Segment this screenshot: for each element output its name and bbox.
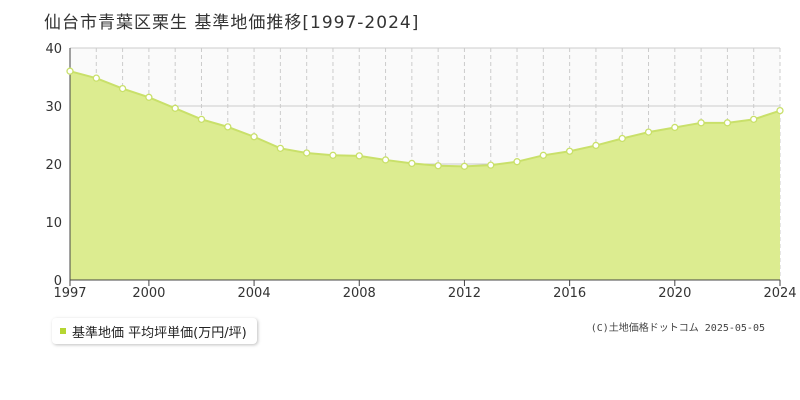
data-point [224,123,232,131]
chart-title: 仙台市青葉区栗生 基準地価推移[1997-2024] [44,13,420,33]
data-point [750,115,758,123]
x-tick-label: 2016 [553,286,586,301]
data-point [381,156,390,164]
data-point [487,161,495,169]
x-tick-label: 2008 [343,286,376,301]
data-point [250,133,258,141]
x-tick-label: 2012 [448,286,481,301]
series-line [69,70,781,168]
y-tick-label: 10 [45,216,62,231]
data-point [460,162,469,170]
series-area [70,71,780,280]
data-point [197,115,206,123]
credit-text: (C)土地価格ドットコム 2025-05-05 [590,323,765,334]
y-tick-label: 30 [45,100,62,115]
data-point [118,84,127,93]
x-tick-label: 2020 [658,286,691,301]
legend-swatch [60,328,66,334]
series-markers [66,67,784,170]
data-point [644,128,653,136]
data-point [66,67,74,75]
data-point [171,104,179,112]
data-point [565,147,574,155]
x-tick-label: 1997 [53,286,86,301]
data-point [303,149,311,157]
data-point [434,162,442,170]
data-point [92,74,100,82]
data-point [276,144,285,152]
y-tick-label: 0 [54,274,62,289]
x-tick-label: 2024 [763,286,796,301]
x-tick-label: 2004 [238,286,271,301]
data-point [776,106,784,115]
data-point [408,159,416,168]
y-tick-labels: 0 10 20 30 40 [45,42,62,289]
x-tick-label: 2000 [132,286,165,301]
axes [69,48,781,286]
x-tick-labels: 1997 2000 2004 2008 2012 2016 2020 2024 [53,286,796,301]
data-point [723,119,732,127]
data-point [355,152,363,160]
data-point [513,158,521,166]
data-point [592,141,600,150]
data-point [145,93,153,101]
data-point [671,123,679,132]
y-tick-label: 40 [45,42,62,57]
data-point [539,151,547,159]
y-tick-label: 20 [45,158,62,173]
legend-label: 基準地価 平均坪単価(万円/坪) [72,325,247,341]
data-point [697,119,705,127]
data-point [329,151,337,159]
data-point [618,134,626,143]
legend: 基準地価 平均坪単価(万円/坪) [52,318,257,344]
